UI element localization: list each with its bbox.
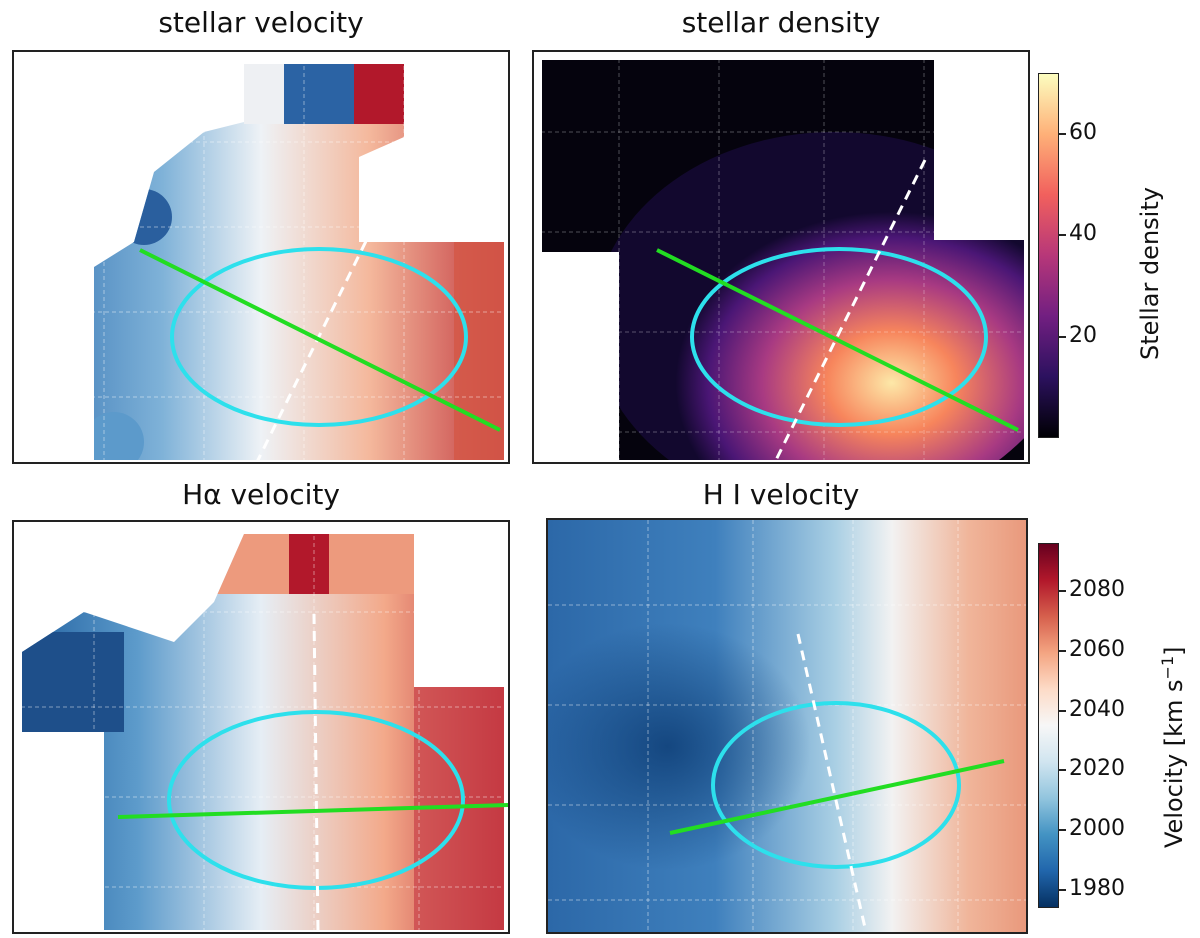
velocity-colorbar-tick-label: 2040 xyxy=(1069,696,1125,722)
title-stellar-velocity: stellar velocity xyxy=(158,6,364,39)
hi-velocity-map xyxy=(548,520,1026,932)
density-colorbar-tick-mark xyxy=(1059,234,1066,237)
kinematic-axis xyxy=(656,248,1019,432)
density-colorbar-tick-label: 60 xyxy=(1069,119,1097,145)
velocity-label-end: ] xyxy=(1160,646,1188,656)
panel-stellar-density xyxy=(532,50,1030,464)
photometric-axis xyxy=(773,159,927,462)
photometric-axis xyxy=(312,613,320,932)
photometric-axis xyxy=(255,149,413,462)
panel-stellar-velocity xyxy=(12,50,510,464)
velocity-label-exponent: −1 xyxy=(1158,655,1177,680)
overlay-ellipse xyxy=(170,247,468,427)
density-colorbar-tick-label: 20 xyxy=(1069,322,1097,348)
velocity-colorbar-tick-mark xyxy=(1059,589,1066,592)
velocity-colorbar-tick-mark xyxy=(1059,649,1066,652)
density-colorbar-tick-mark xyxy=(1059,335,1066,338)
kinematic-axis xyxy=(669,759,1005,835)
density-colorbar-tick-mark xyxy=(1059,132,1066,135)
overlay-ellipse xyxy=(690,247,988,427)
stellar-velocity-map xyxy=(14,52,508,462)
title-stellar-density: stellar density xyxy=(681,6,881,39)
velocity-colorbar-tick-mark xyxy=(1059,829,1066,832)
kinematic-axis xyxy=(117,803,508,819)
velocity-colorbar-tick-label: 1980 xyxy=(1069,876,1125,902)
panel-hi-velocity xyxy=(546,518,1028,934)
velocity-colorbar xyxy=(1038,543,1059,908)
velocity-colorbar-tick-mark xyxy=(1059,769,1066,772)
velocity-colorbar-tick-label: 2000 xyxy=(1069,816,1125,842)
velocity-label-text: Velocity [km s xyxy=(1160,679,1188,848)
velocity-colorbar-tick-mark xyxy=(1059,709,1066,712)
panel-halpha-velocity xyxy=(12,520,510,934)
kinematic-axis xyxy=(139,248,501,432)
velocity-colorbar-tick-mark xyxy=(1059,889,1066,892)
title-hi-velocity: H I velocity xyxy=(702,478,860,511)
velocity-colorbar-tick-label: 2020 xyxy=(1069,756,1125,782)
density-colorbar-label: Stellar density xyxy=(1136,187,1164,360)
stellar-density-map xyxy=(534,52,1028,462)
title-halpha-velocity: Hα velocity xyxy=(182,478,340,511)
velocity-colorbar-tick-label: 2080 xyxy=(1069,576,1125,602)
overlay-ellipse xyxy=(711,701,961,869)
halpha-velocity-map xyxy=(14,522,508,932)
density-colorbar xyxy=(1038,73,1059,438)
density-colorbar-tick-label: 40 xyxy=(1069,221,1097,247)
velocity-colorbar-label: Velocity [km s−1] xyxy=(1158,646,1188,848)
velocity-colorbar-tick-label: 2060 xyxy=(1069,636,1125,662)
